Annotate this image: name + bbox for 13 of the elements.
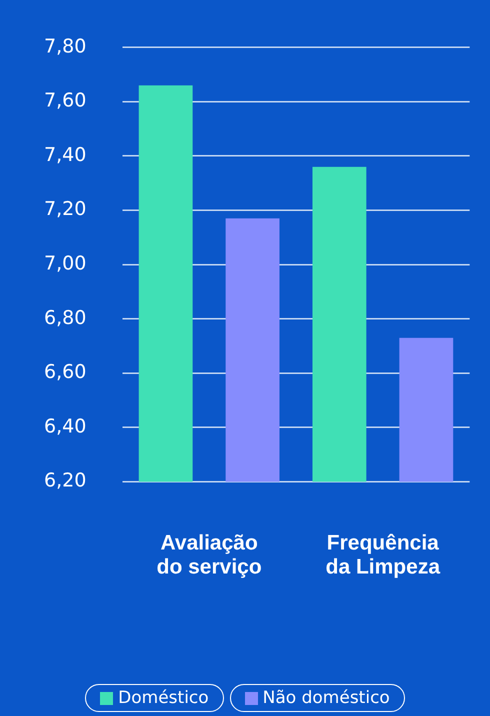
legend-label: Doméstico (118, 688, 209, 708)
legend-label: Não doméstico (262, 688, 390, 708)
y-tick-label: 6,40 (44, 415, 86, 438)
y-tick-label: 7,00 (44, 252, 86, 274)
y-tick-label: 6,60 (44, 361, 86, 384)
y-tick-label: 6,20 (44, 470, 86, 492)
x-tick-label: Frequência da Limpeza (326, 532, 440, 579)
y-tick-label: 7,40 (44, 144, 86, 166)
y-tick-label: 7,60 (44, 90, 86, 112)
x-tick-label: Avaliação do serviço (156, 532, 262, 579)
y-tick-label: 6,80 (44, 306, 86, 329)
y-tick-label: 7,80 (44, 35, 86, 58)
y-tick-label: 7,20 (44, 198, 86, 220)
